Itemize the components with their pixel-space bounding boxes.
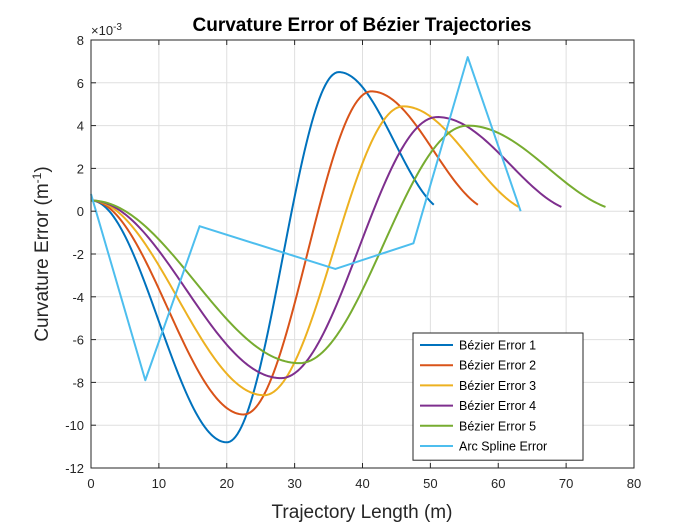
legend-box: [412, 332, 584, 461]
y-tick-label: 2: [77, 161, 84, 176]
x-tick-label: 10: [152, 476, 166, 491]
x-tick-label: 70: [559, 476, 573, 491]
legend-label: Bézier Error 4: [459, 399, 536, 413]
x-tick-label: 60: [491, 476, 505, 491]
series-line-bezier-4: [90, 116, 562, 380]
x-tick-label: 20: [220, 476, 234, 491]
y-axis-title: Curvature Error (m-1): [30, 166, 53, 341]
y-tick-label: -8: [72, 375, 84, 390]
legend-label: Bézier Error 1: [459, 339, 536, 353]
series-line-bezier-3: [90, 105, 520, 397]
y-axis-title-superscript: -1: [30, 172, 44, 183]
y-tick-label: -6: [72, 333, 84, 348]
tick-labels: 0 10 20 30 40 50 60 70 80 -12 -10 -8 -6 -4 -2 0 2 4 6 8: [65, 33, 641, 491]
y-axis-title-close: ): [32, 166, 53, 172]
y-tick-label: -2: [72, 247, 84, 262]
series-line-bezier-1: [90, 71, 435, 444]
y-tick-label: -4: [72, 290, 84, 305]
y-exponent-base: ×10: [91, 23, 113, 38]
legend-label: Bézier Error 5: [459, 419, 536, 433]
y-tick-label: -10: [65, 418, 84, 433]
legend-label: Bézier Error 3: [459, 379, 536, 393]
series-line-arc-spline: [90, 56, 522, 382]
legend: Bézier Error 1 Bézier Error 2 Bézier Error…: [412, 332, 584, 461]
chart-title: Curvature Error of Bézier Trajectories: [193, 15, 532, 36]
series-line-bezier-2: [90, 90, 479, 416]
x-tick-label: 80: [627, 476, 641, 491]
y-tick-label: 0: [77, 204, 84, 219]
y-tick-label: 8: [77, 33, 84, 48]
x-tick-label: 30: [287, 476, 301, 491]
axes-layer: [90, 39, 635, 469]
x-tick-label: 50: [423, 476, 437, 491]
x-tick-label: 40: [355, 476, 369, 491]
y-axis-title-main: Curvature Error (m: [32, 183, 53, 341]
x-tick-label: 0: [87, 476, 94, 491]
y-tick-label: 6: [77, 76, 84, 91]
y-tick-label: 4: [77, 119, 84, 134]
legend-label: Bézier Error 2: [459, 359, 536, 373]
series-line-bezier-5: [90, 124, 606, 365]
y-exponent-power: -3: [113, 22, 122, 33]
axes-box: [90, 39, 635, 469]
x-axis-title: Trajectory Length (m): [272, 502, 453, 523]
y-tick-label: -12: [65, 461, 84, 476]
legend-label: Arc Spline Error: [459, 440, 547, 454]
series-layer: [90, 56, 606, 444]
y-exponent-label: ×10-3: [91, 22, 122, 39]
